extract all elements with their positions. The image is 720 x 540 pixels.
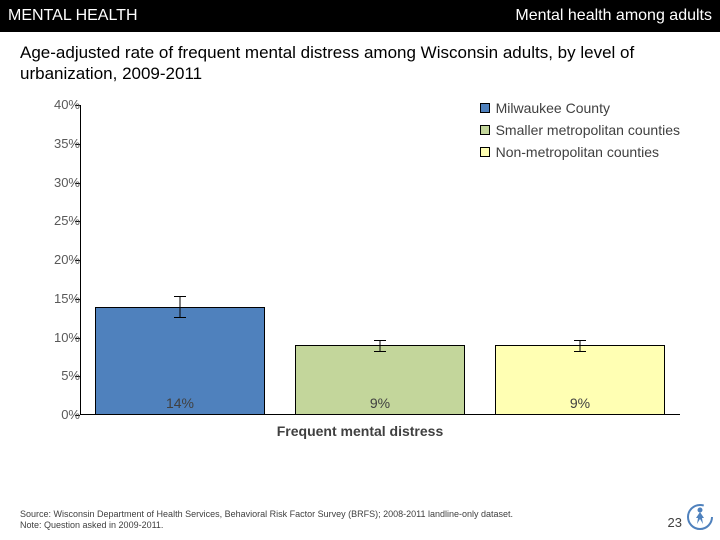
error-bar	[580, 340, 581, 351]
source-line1: Source: Wisconsin Department of Health S…	[20, 509, 640, 521]
y-tick-label: 15%	[40, 291, 80, 306]
y-axis-line	[80, 105, 81, 415]
legend-item: Non-metropolitan counties	[480, 144, 680, 160]
legend-item: Milwaukee County	[480, 100, 680, 116]
y-tick-label: 0%	[40, 407, 80, 422]
error-bar	[180, 296, 181, 316]
error-cap	[174, 317, 186, 318]
footer-logo-icon	[686, 503, 714, 536]
legend-label: Smaller metropolitan counties	[496, 122, 680, 138]
bar-value-label: 9%	[495, 395, 665, 411]
error-cap	[574, 340, 586, 341]
x-axis-title: Frequent mental distress	[30, 423, 690, 439]
y-tick-label: 25%	[40, 213, 80, 228]
y-tick-label: 30%	[40, 175, 80, 190]
chart-title: Age-adjusted rate of frequent mental dis…	[0, 32, 720, 89]
y-tick-label: 40%	[40, 97, 80, 112]
error-cap	[374, 351, 386, 352]
legend: Milwaukee County Smaller metropolitan cou…	[480, 100, 680, 166]
header-left: MENTAL HEALTH	[8, 7, 138, 25]
legend-swatch	[480, 103, 490, 113]
y-tick-label: 20%	[40, 252, 80, 267]
bar-value-label: 9%	[295, 395, 465, 411]
legend-item: Smaller metropolitan counties	[480, 122, 680, 138]
header-bar: MENTAL HEALTH Mental health among adults	[0, 0, 720, 32]
error-bar	[380, 340, 381, 351]
legend-label: Milwaukee County	[496, 100, 610, 116]
error-cap	[374, 340, 386, 341]
bar-value-label: 14%	[95, 395, 265, 411]
chart-area: 14% 9% 9% Milwaukee County Smaller metropol…	[30, 100, 690, 460]
source-line2: Note: Question asked in 2009-2011.	[20, 520, 640, 532]
y-tick-label: 5%	[40, 368, 80, 383]
error-cap	[574, 351, 586, 352]
y-tick-label: 10%	[40, 330, 80, 345]
legend-label: Non-metropolitan counties	[496, 144, 659, 160]
error-cap	[174, 296, 186, 297]
legend-swatch	[480, 125, 490, 135]
page-number: 23	[668, 515, 682, 530]
header-right: Mental health among adults	[515, 7, 712, 25]
source-note: Source: Wisconsin Department of Health S…	[20, 509, 640, 532]
legend-swatch	[480, 147, 490, 157]
y-tick-label: 35%	[40, 136, 80, 151]
